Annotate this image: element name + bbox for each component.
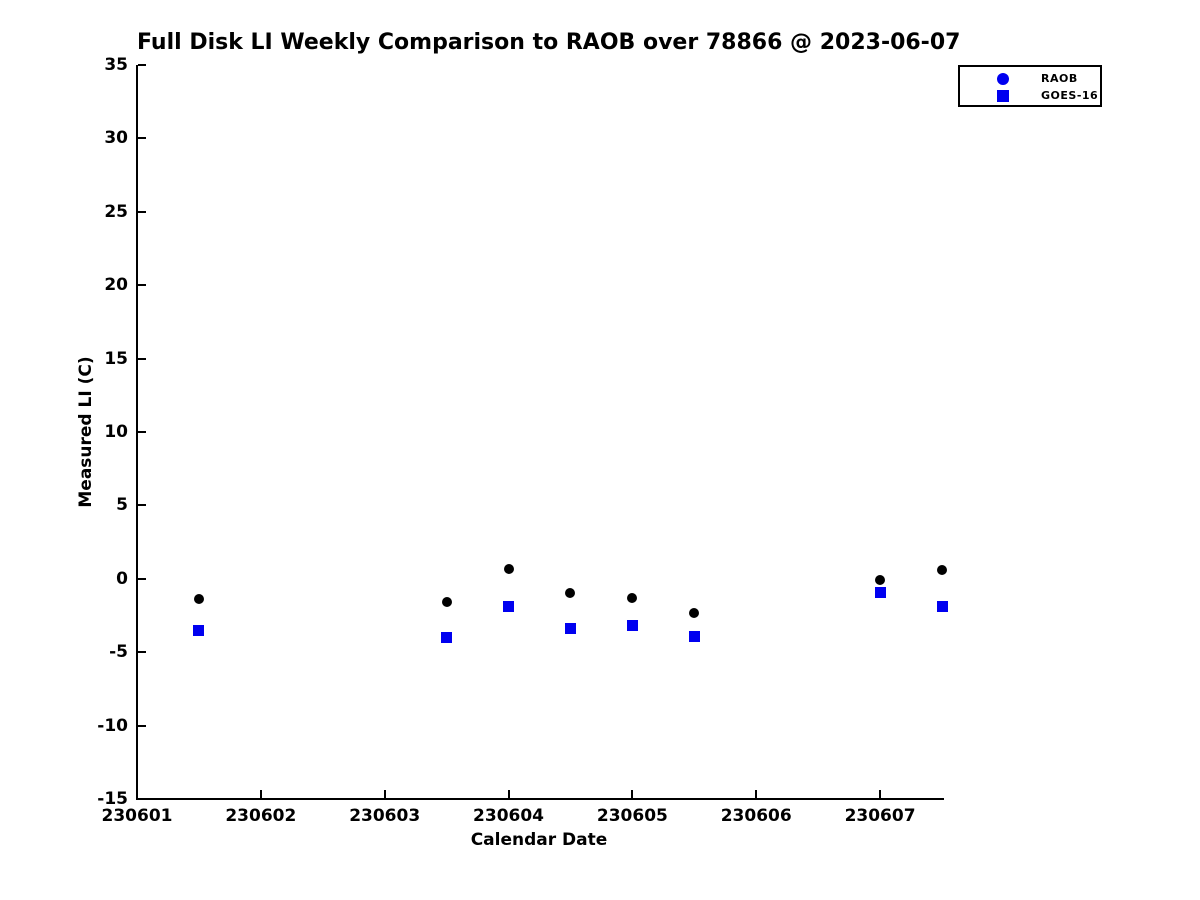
- raob-marker: [937, 564, 947, 575]
- y-tick-mark: [138, 210, 146, 213]
- x-tick-mark: [879, 790, 882, 798]
- y-axis-line: [136, 65, 138, 800]
- goes-16-marker: [503, 601, 515, 613]
- legend: RAOB GOES-16: [958, 65, 1102, 107]
- x-tick-label: 230604: [473, 806, 545, 826]
- y-tick-label: -5: [109, 642, 128, 663]
- raob-marker: [441, 597, 452, 608]
- y-tick-label: 30: [104, 128, 128, 149]
- x-tick-label: 230602: [225, 806, 297, 826]
- x-tick-label: 230603: [349, 806, 421, 826]
- y-tick-mark: [138, 724, 146, 727]
- legend-label: RAOB: [1041, 72, 1078, 85]
- y-tick-mark: [138, 64, 146, 66]
- y-tick-label: -15: [97, 789, 128, 809]
- x-tick-label: 230605: [596, 806, 668, 826]
- y-tick-mark: [138, 504, 146, 507]
- y-tick-mark: [138, 651, 146, 654]
- y-tick-label: -10: [97, 715, 128, 736]
- y-tick-label: 35: [104, 55, 128, 75]
- x-tick-mark: [259, 790, 262, 798]
- y-tick-mark: [138, 137, 146, 140]
- x-tick-mark: [507, 790, 510, 798]
- raob-marker: [503, 563, 514, 574]
- x-tick-mark: [136, 790, 138, 798]
- goes-16-marker: [688, 630, 700, 642]
- circle-marker-icon: [997, 73, 1009, 85]
- y-tick-mark: [138, 357, 146, 360]
- raob-marker: [689, 607, 700, 618]
- x-tick-mark: [755, 790, 758, 798]
- square-marker-icon: [997, 90, 1009, 102]
- x-tick-mark: [631, 790, 634, 798]
- legend-label: GOES-16: [1041, 89, 1099, 102]
- goes-16-marker: [626, 620, 638, 632]
- raob-marker: [875, 575, 886, 586]
- x-tick-label: 230607: [844, 806, 916, 826]
- y-tick-label: 5: [116, 495, 128, 516]
- chart-title: Full Disk LI Weekly Comparison to RAOB o…: [137, 30, 961, 55]
- x-tick-label: 230601: [101, 806, 173, 826]
- legend-row-raob: RAOB: [960, 71, 1100, 87]
- goes-16-marker: [193, 624, 205, 636]
- x-axis-line: [136, 798, 944, 800]
- x-tick-label: 230606: [720, 806, 792, 826]
- y-tick-label: 15: [104, 348, 128, 369]
- legend-row-goes-16: GOES-16: [960, 88, 1100, 104]
- goes-16-marker: [936, 601, 948, 613]
- raob-marker: [565, 588, 576, 599]
- y-tick-label: 20: [104, 275, 128, 296]
- raob-marker: [627, 592, 638, 603]
- x-axis-label: Calendar Date: [470, 830, 608, 850]
- y-tick-label: 0: [116, 568, 128, 589]
- goes-16-marker: [564, 623, 576, 635]
- goes-16-marker: [874, 586, 886, 598]
- y-tick-mark: [138, 284, 146, 287]
- y-tick-label: 10: [104, 422, 128, 442]
- y-tick-mark: [138, 798, 146, 800]
- y-tick-label: 25: [104, 201, 128, 222]
- y-tick-mark: [138, 577, 146, 580]
- goes-16-marker: [441, 632, 453, 644]
- y-tick-mark: [138, 431, 146, 433]
- raob-marker: [193, 594, 204, 605]
- x-tick-mark: [383, 790, 386, 798]
